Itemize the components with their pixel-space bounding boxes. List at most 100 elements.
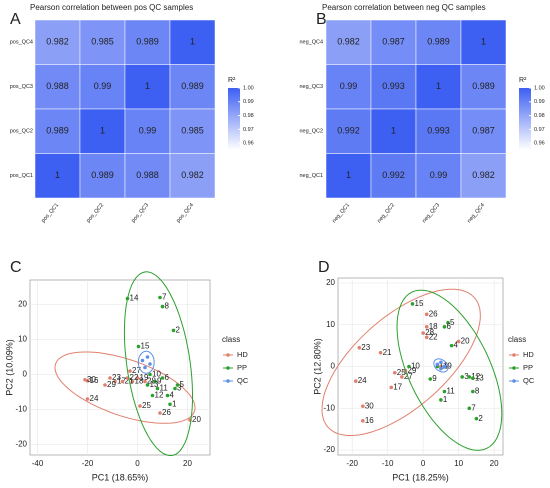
cell-label: 0.982 <box>181 170 204 180</box>
point-label: 6 <box>165 373 170 382</box>
point <box>165 393 170 398</box>
confidence-ellipse <box>433 358 449 373</box>
col-label: pos_QC4 <box>176 202 196 224</box>
cell-label: 0.989 <box>472 81 495 91</box>
point <box>424 335 429 340</box>
heatmap-cell <box>325 19 372 65</box>
point-label: 10 <box>411 362 420 371</box>
cell-label: 0.985 <box>91 37 114 47</box>
point <box>130 379 135 384</box>
confidence-ellipse <box>321 288 481 436</box>
heatmap-cell <box>325 153 372 199</box>
legend-key-dot <box>226 366 230 370</box>
point <box>439 398 443 402</box>
panel-letter: A <box>10 11 21 28</box>
point-label: 6 <box>446 322 451 331</box>
point <box>150 393 155 398</box>
heatmap-cell <box>370 153 417 199</box>
point <box>389 385 394 390</box>
point-label: 9 <box>432 374 437 383</box>
point-label: 16 <box>365 416 374 425</box>
cell-label: 0.989 <box>181 81 204 91</box>
heatmap-cell <box>34 64 81 110</box>
point <box>85 397 90 401</box>
heatmap-cell <box>370 64 417 110</box>
point-label: 13 <box>150 380 159 389</box>
cell-label: 0.982 <box>337 37 360 47</box>
point <box>128 369 132 373</box>
y-tick-label: -10 <box>323 403 335 412</box>
point <box>103 383 107 387</box>
point <box>392 370 397 375</box>
point <box>467 375 472 379</box>
point-label: 11 <box>446 387 455 396</box>
point <box>449 343 454 348</box>
cell-label: 0.989 <box>91 170 114 180</box>
point-label: 3 <box>177 384 182 393</box>
point-label: 4 <box>170 391 175 400</box>
point <box>113 379 117 384</box>
colorbar-tick-label: 0.96 <box>534 141 545 147</box>
point <box>125 296 130 301</box>
cell-label: 0.982 <box>472 170 495 180</box>
row-label: pos_QC1 <box>10 173 33 179</box>
point-label: 7 <box>471 403 476 412</box>
point <box>456 339 461 344</box>
colorbar-tick-label: 0.99 <box>534 99 545 105</box>
point <box>136 344 141 349</box>
col-label: neg_QC1 <box>331 202 351 224</box>
cell-label: 1 <box>436 81 441 91</box>
legend-title: class <box>508 335 526 344</box>
point-label: 27 <box>404 372 413 381</box>
cell-label: 0.989 <box>136 37 159 47</box>
chart-title: Pearson correlation between neg QC sampl… <box>322 3 486 12</box>
point <box>173 386 177 391</box>
chart-title: Pearson correlation between pos QC sampl… <box>30 3 193 12</box>
point-label: 20 <box>461 337 470 346</box>
point-label: 1 <box>172 399 177 408</box>
x-tick-label: 0 <box>421 459 426 468</box>
point-label: 8 <box>165 302 170 311</box>
cell-label: 0.988 <box>46 81 69 91</box>
point <box>171 328 176 333</box>
point-label: 24 <box>358 376 367 385</box>
point-label: 26 <box>162 408 171 417</box>
cell-label: 0.993 <box>382 81 405 91</box>
point-label: 24 <box>90 394 99 403</box>
point <box>135 376 140 380</box>
point-label: 14 <box>130 294 139 303</box>
legend-key-dot <box>512 353 516 357</box>
col-label: neg_QC3 <box>421 202 441 224</box>
row-label: pos_QC2 <box>10 129 33 135</box>
point <box>439 366 443 371</box>
heatmap-cell <box>415 108 462 154</box>
panel-letter: D <box>318 259 330 276</box>
point <box>361 418 365 423</box>
x-tick-label: -20 <box>346 459 358 468</box>
colorbar-tick-label: 0.99 <box>243 99 254 105</box>
colorbar-tick-label: 0.97 <box>243 127 254 133</box>
point-label: 19 <box>140 373 149 382</box>
cell-label: 1 <box>145 81 150 91</box>
point <box>410 302 415 306</box>
point <box>424 312 429 317</box>
y-axis-title: PC2 (12.80%) <box>312 338 322 395</box>
y-tick-label: 20 <box>18 300 27 309</box>
point-label: 30 <box>365 401 374 410</box>
y-tick-label: 10 <box>326 320 335 329</box>
point <box>168 402 172 407</box>
point-label: 9 <box>157 377 162 386</box>
point-label: 27 <box>132 366 141 375</box>
cell-label: 0.989 <box>427 37 450 47</box>
heatmap-cell <box>124 153 171 199</box>
point-label: 30 <box>87 375 96 384</box>
colorbar-tick-label: 1.00 <box>534 85 545 91</box>
heatmap-cell <box>415 19 462 65</box>
cell-label: 0.987 <box>472 126 495 136</box>
heatmap-cell <box>79 153 126 199</box>
x-axis-title: PC1 (18.25%) <box>392 472 449 482</box>
point <box>424 325 429 329</box>
point-label: 28 <box>425 328 434 337</box>
point-label: 25 <box>397 368 406 377</box>
point <box>120 379 125 384</box>
